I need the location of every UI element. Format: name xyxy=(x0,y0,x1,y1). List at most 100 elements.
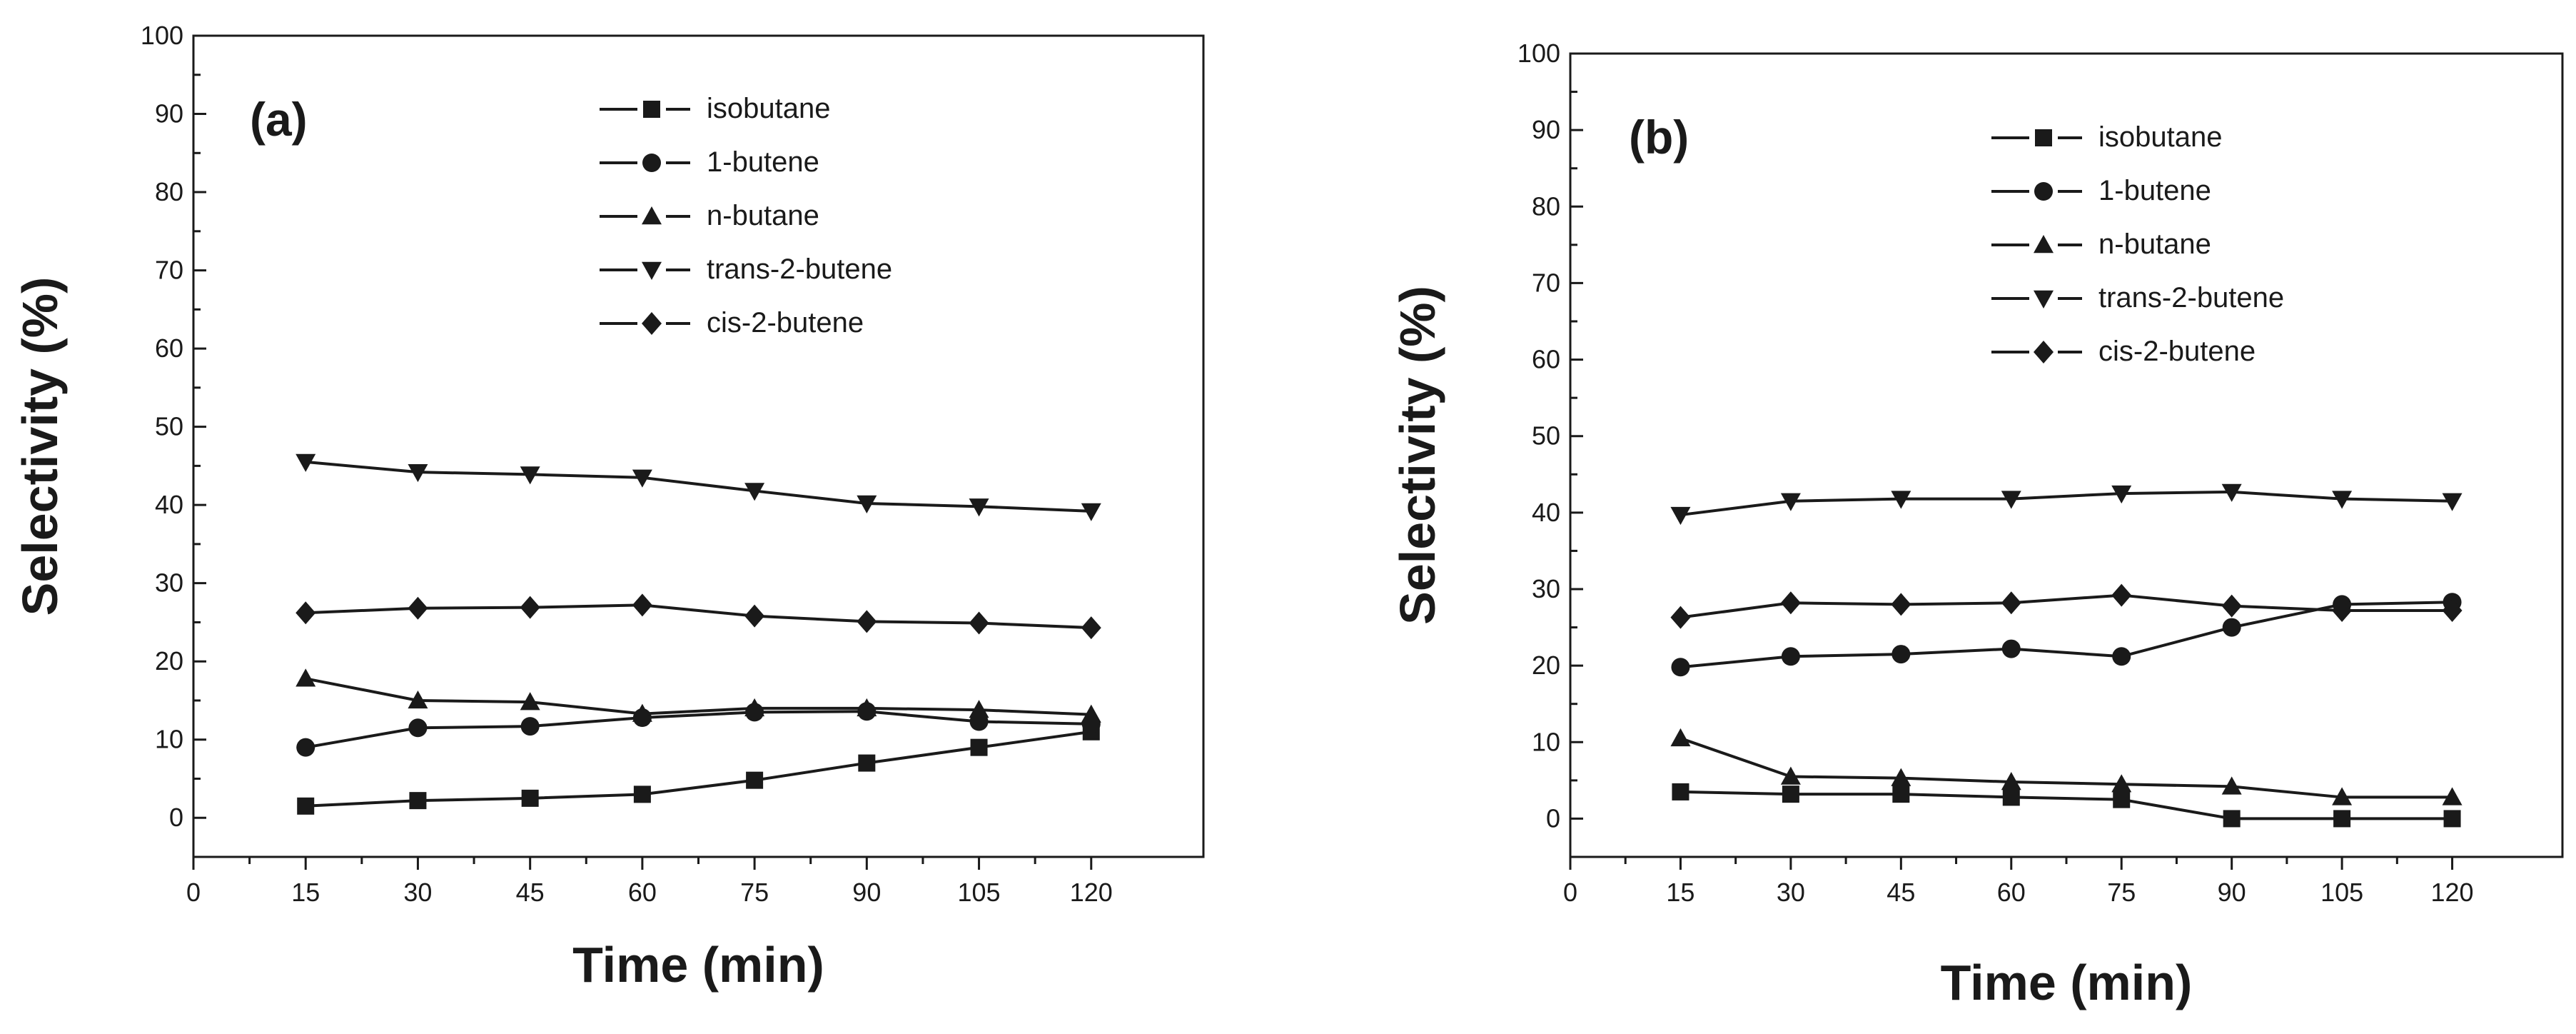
data-point xyxy=(296,601,316,625)
legend-label: cis-2-butene xyxy=(707,307,864,338)
data-point xyxy=(2222,618,2241,637)
data-point xyxy=(1081,616,1101,640)
legend-entry: trans-2-butene xyxy=(1991,282,2284,313)
data-point xyxy=(632,703,652,722)
panel-label: (b) xyxy=(1629,111,1689,164)
data-point xyxy=(857,610,877,633)
x-tick-label: 60 xyxy=(1997,878,2026,907)
y-tick-label: 50 xyxy=(155,412,183,441)
data-point xyxy=(1780,766,1801,785)
legend-entry: 1-butene xyxy=(600,146,819,178)
x-tick-label: 45 xyxy=(1886,878,1915,907)
chart-panel-a: 0 10 20 30 40 50 60 70 80 90 100 0 15 30 45 60 75 90 105 12… xyxy=(12,21,1205,993)
data-point xyxy=(408,718,428,738)
y-axis-title: Selectivity (%) xyxy=(12,277,68,616)
series-trans-2-butene xyxy=(1670,483,2463,526)
data-point xyxy=(969,700,989,718)
data-point xyxy=(744,604,765,628)
x-tick-label: 90 xyxy=(2218,878,2246,907)
y-tick-label: 40 xyxy=(155,490,183,519)
data-point xyxy=(1891,491,1911,509)
y-tick-label: 80 xyxy=(1532,191,1560,221)
legend-entry: isobutane xyxy=(1991,121,2222,153)
y-tick-label: 10 xyxy=(155,725,183,754)
data-point xyxy=(1891,645,1911,664)
data-point xyxy=(2001,491,2021,509)
data-point xyxy=(2221,483,2242,502)
data-point xyxy=(520,466,540,485)
series-line xyxy=(1680,737,2453,799)
legend-marker xyxy=(2034,182,2053,201)
data-point xyxy=(2113,790,2131,808)
data-point xyxy=(2112,647,2131,666)
y-tick-label: 100 xyxy=(1517,39,1560,68)
data-point xyxy=(296,738,315,757)
x-tick-label: 75 xyxy=(740,878,769,907)
data-point xyxy=(520,717,540,736)
data-point xyxy=(296,453,316,472)
x-axis-title: Time (min) xyxy=(1941,955,2193,1010)
y-tick-label: 70 xyxy=(1532,268,1560,297)
data-point xyxy=(2442,493,2463,511)
x-tick-label: 60 xyxy=(628,878,657,907)
legend-marker xyxy=(2034,290,2054,308)
data-point xyxy=(857,495,877,513)
x-tick-label: 120 xyxy=(2431,878,2474,907)
data-point xyxy=(408,463,428,483)
data-point xyxy=(2332,599,2353,622)
series-line xyxy=(305,710,1091,749)
y-tick-label: 20 xyxy=(155,646,183,676)
data-point xyxy=(1670,606,1691,629)
legend-label: 1-butene xyxy=(2098,175,2211,206)
y-tick-label: 0 xyxy=(1546,803,1560,833)
data-point xyxy=(2442,599,2463,622)
x-tick-label: 0 xyxy=(1563,878,1577,907)
series-line xyxy=(305,603,1091,630)
legend-label: trans-2-butene xyxy=(2098,282,2284,313)
data-point xyxy=(409,792,427,810)
data-point xyxy=(970,738,988,756)
x-tick-label: 30 xyxy=(403,878,432,907)
series-cis-2-butene xyxy=(1670,583,2463,629)
data-point xyxy=(1782,785,1799,803)
legend-marker xyxy=(2034,341,2054,363)
legend-marker xyxy=(642,154,661,172)
chart-panel-b: 0 10 20 30 40 50 60 70 80 90 100 0 15 30 45 60 75 90 105 12… xyxy=(1390,39,2564,1010)
x-axis-title: Time (min) xyxy=(572,937,824,993)
data-point xyxy=(2111,774,2132,793)
data-point xyxy=(2001,772,2021,790)
data-point xyxy=(520,596,540,619)
data-point xyxy=(744,483,765,501)
y-tick-label: 30 xyxy=(1532,574,1560,603)
x-tick-label: 105 xyxy=(2320,878,2363,907)
data-point xyxy=(2223,810,2241,828)
series-line xyxy=(1680,601,2453,669)
y-tick-label: 40 xyxy=(1532,498,1560,527)
data-point xyxy=(1780,493,1801,511)
data-point xyxy=(1891,593,1911,616)
data-point xyxy=(1891,768,1911,786)
data-point xyxy=(857,698,877,717)
legend-entry: cis-2-butene xyxy=(1991,336,2256,367)
data-point xyxy=(632,593,652,617)
legend-entry: n-butane xyxy=(600,200,819,231)
legend-label: 1-butene xyxy=(707,146,819,178)
x-tick-label: 105 xyxy=(958,878,1001,907)
data-point xyxy=(2221,594,2242,618)
data-point xyxy=(2111,485,2132,504)
series-isobutane xyxy=(1672,783,2461,828)
y-tick-label: 90 xyxy=(1532,115,1560,144)
data-point xyxy=(1780,591,1801,615)
legend-label: cis-2-butene xyxy=(2098,336,2256,367)
data-point xyxy=(2332,491,2353,509)
legend-label: n-butane xyxy=(2098,229,2211,260)
data-point xyxy=(969,611,989,635)
series-line xyxy=(1680,490,2453,517)
x-tick-label: 30 xyxy=(1777,878,1805,907)
series-line xyxy=(305,460,1091,513)
y-axis-title: Selectivity (%) xyxy=(1390,286,1445,625)
panel-label: (a) xyxy=(250,93,308,146)
series-n-butane xyxy=(296,668,1101,723)
data-point xyxy=(520,692,540,711)
y-tick-label: 80 xyxy=(155,177,183,206)
